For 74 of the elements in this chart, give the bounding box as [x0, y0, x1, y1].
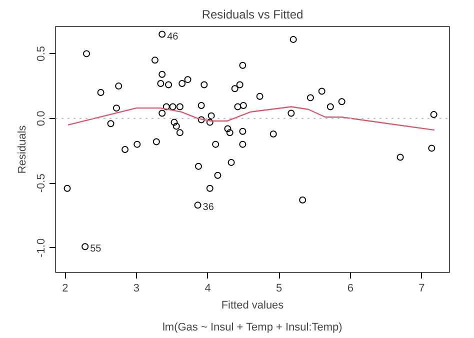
- point: [158, 110, 166, 117]
- point: [176, 103, 184, 110]
- line-series: [67, 106, 436, 131]
- point: [231, 85, 238, 92]
- x-tick-label: 7: [418, 282, 425, 294]
- point: [212, 140, 220, 148]
- y-tick-label: -1.0: [36, 238, 48, 258]
- point: [318, 88, 326, 95]
- point: [236, 81, 244, 88]
- point: [256, 92, 264, 100]
- point: [240, 102, 247, 109]
- point: [152, 138, 160, 146]
- annotation: 55: [90, 244, 102, 255]
- point: [198, 116, 205, 124]
- point: [214, 172, 222, 179]
- annotation: 36: [202, 202, 214, 214]
- point: [208, 112, 215, 120]
- point: [194, 202, 202, 209]
- point: [290, 36, 297, 43]
- x-tick-label: 5: [276, 282, 282, 294]
- y-tick-label: -0.5: [36, 174, 48, 193]
- point: [288, 110, 295, 117]
- text: lm(Gas ~ Insul + Temp + Insul:Temp): [162, 322, 342, 334]
- y-tick-label: 0.0: [36, 110, 48, 126]
- x-axis-title: Fitted values: [221, 300, 284, 312]
- point: [206, 184, 214, 192]
- point: [306, 94, 314, 102]
- point: [176, 129, 184, 136]
- point: [200, 81, 208, 88]
- point: [158, 70, 166, 78]
- annotation: 46: [167, 31, 179, 42]
- point: [184, 76, 192, 84]
- point: [134, 140, 141, 148]
- point: [165, 81, 172, 88]
- point: [169, 103, 176, 110]
- point: [198, 102, 205, 109]
- point: [194, 162, 202, 170]
- point: [239, 128, 246, 135]
- point: [162, 103, 170, 110]
- point: [338, 98, 346, 106]
- point: [83, 50, 90, 58]
- x-tick-label: 4: [204, 282, 211, 294]
- point: [122, 146, 129, 153]
- x-tick-label: 6: [347, 282, 354, 294]
- point: [178, 80, 186, 87]
- point: [396, 154, 404, 161]
- chart-title: Residuals vs Fitted: [202, 8, 304, 22]
- point: [107, 120, 114, 128]
- point: [112, 104, 120, 112]
- point: [234, 103, 242, 110]
- point: [151, 56, 158, 64]
- point: [172, 122, 180, 130]
- point: [428, 144, 436, 152]
- point: [270, 130, 277, 138]
- point: [326, 103, 334, 110]
- point: [299, 196, 306, 204]
- point: [228, 158, 235, 166]
- point: [170, 118, 178, 126]
- point: [157, 80, 164, 87]
- y-tick-label: 0.5: [36, 46, 48, 62]
- point: [64, 184, 71, 192]
- point: [206, 118, 214, 126]
- point: [158, 30, 166, 38]
- point: [239, 62, 246, 69]
- x-tick-label: 2: [62, 282, 68, 294]
- point: [224, 125, 232, 132]
- point: [82, 243, 89, 250]
- y-axis-title: Residuals: [16, 124, 28, 174]
- point: [97, 89, 104, 96]
- point: [239, 140, 246, 148]
- point: [430, 111, 438, 118]
- point: [115, 82, 122, 90]
- x-tick-label: 3: [133, 282, 140, 294]
- point: [226, 129, 234, 136]
